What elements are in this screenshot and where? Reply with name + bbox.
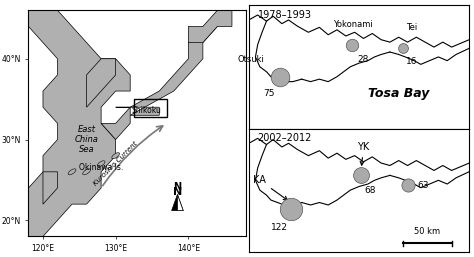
Text: Okinawa Is.: Okinawa Is.	[79, 163, 123, 172]
Text: Shikoku: Shikoku	[131, 106, 161, 115]
Text: Otsuki: Otsuki	[237, 55, 264, 64]
Polygon shape	[188, 10, 232, 43]
Text: 68: 68	[365, 186, 376, 195]
Bar	[134, 99, 166, 117]
Text: YK: YK	[357, 142, 370, 165]
Polygon shape	[87, 59, 116, 107]
Text: Kuroshio Current: Kuroshio Current	[92, 141, 139, 187]
Text: 122: 122	[271, 223, 288, 232]
Point	[357, 173, 365, 177]
Polygon shape	[43, 172, 57, 204]
Point	[276, 75, 283, 79]
Text: Tei: Tei	[406, 23, 418, 32]
Point	[287, 207, 294, 211]
Polygon shape	[130, 107, 159, 115]
Ellipse shape	[82, 169, 91, 175]
Text: 28: 28	[358, 55, 369, 64]
Text: 50 km: 50 km	[414, 227, 440, 236]
Ellipse shape	[97, 161, 105, 167]
Text: KA: KA	[254, 175, 287, 200]
Ellipse shape	[112, 153, 119, 159]
Text: 63: 63	[417, 181, 428, 190]
Point	[349, 43, 356, 47]
Text: 2002–2012: 2002–2012	[258, 133, 312, 143]
Text: Tosa Bay: Tosa Bay	[368, 87, 429, 100]
Polygon shape	[172, 195, 183, 210]
Text: East
China
Sea: East China Sea	[74, 125, 99, 154]
Point	[399, 46, 407, 50]
Polygon shape	[101, 107, 130, 140]
Text: N: N	[173, 182, 182, 192]
Polygon shape	[116, 26, 218, 107]
Text: Yokonami: Yokonami	[333, 20, 372, 29]
Text: N: N	[173, 187, 182, 197]
Polygon shape	[177, 195, 183, 210]
Text: 75: 75	[263, 89, 274, 98]
Text: 16: 16	[406, 57, 418, 66]
Ellipse shape	[68, 169, 76, 175]
Text: 1978–1993: 1978–1993	[258, 10, 312, 20]
Point	[404, 183, 411, 187]
Polygon shape	[28, 10, 130, 236]
